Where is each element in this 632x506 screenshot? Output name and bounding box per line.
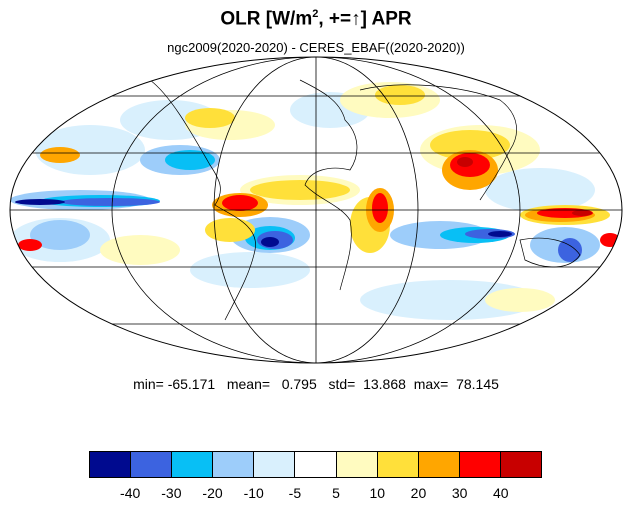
coastlines <box>149 79 581 321</box>
colorbar-swatch <box>500 452 542 477</box>
map-border <box>9 56 623 364</box>
map-title: OLR [W/m2, +=↑] APR <box>0 8 632 30</box>
colorbar-tick-label: 40 <box>493 485 509 501</box>
colorbar-tick-label: -30 <box>161 485 182 501</box>
colorbar-tick-label: -20 <box>202 485 223 501</box>
colorbar-swatch <box>459 452 501 477</box>
stat-mean: 0.795 <box>281 376 317 392</box>
colorbar-swatch <box>90 452 132 477</box>
stat-min: -65.171 <box>167 376 216 392</box>
title-superscript: 2 <box>312 8 319 20</box>
colorbar-swatch <box>254 452 296 477</box>
map-subtitle: ngc2009(2020-2020) - CERES_EBAF((2020-20… <box>167 40 465 55</box>
colorbar-tick-label: -10 <box>243 485 264 501</box>
stat-std: 13.868 <box>363 376 406 392</box>
colorbar-swatch <box>213 452 255 477</box>
colorbar-tick-label: -5 <box>288 485 302 501</box>
colorbar-tick-label: 5 <box>332 485 340 501</box>
title-rest: , +=↑] APR <box>318 8 412 30</box>
colorbar-tick-label: 30 <box>451 485 468 501</box>
colorbar-tick-label: 20 <box>410 485 427 501</box>
colorbar-swatch <box>377 452 419 477</box>
colorbar-swatch <box>131 452 173 477</box>
title-main: OLR [W/m <box>220 8 313 30</box>
statistics-line: min= -65.171 mean= 0.795 std= 13.868 max… <box>133 376 499 392</box>
colorbar-tick-label: 10 <box>369 485 386 501</box>
colorbar-tick-label: -40 <box>120 485 141 501</box>
stat-max: 78.145 <box>456 376 499 392</box>
colorbar <box>89 451 542 478</box>
map-field <box>10 57 622 363</box>
colorbar-swatch <box>336 452 378 477</box>
colorbar-swatch <box>172 452 214 477</box>
colorbar-swatch <box>418 452 460 477</box>
colorbar-swatch <box>295 452 337 477</box>
graticule <box>10 57 622 363</box>
